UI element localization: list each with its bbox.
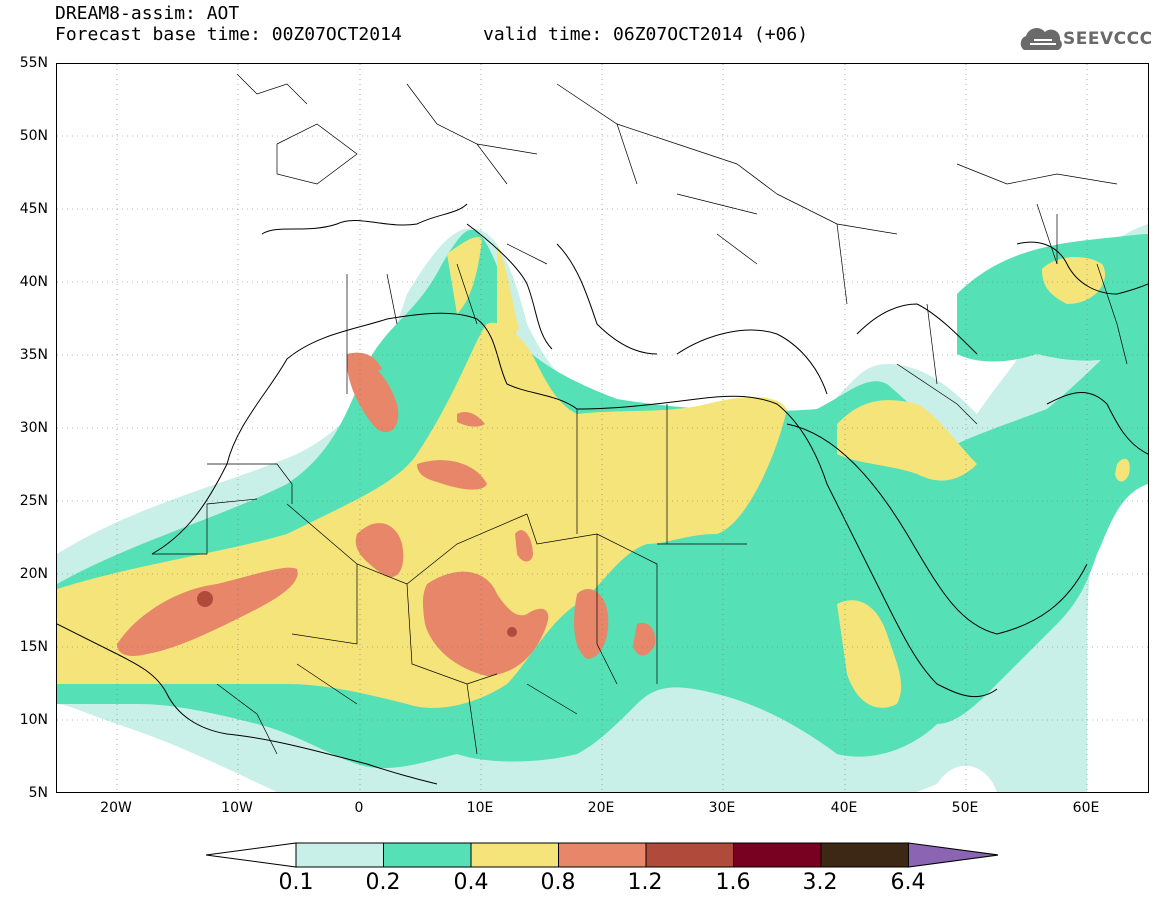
lat-label: 50N <box>19 128 48 144</box>
coastlines <box>57 203 1148 785</box>
colorbar-label: 0.2 <box>365 870 401 895</box>
lat-label: 5N <box>28 785 48 801</box>
country-borders <box>152 73 1128 755</box>
colorbar-segment <box>733 842 822 868</box>
lon-label: 40E <box>830 800 858 816</box>
map-panel[interactable] <box>56 63 1149 793</box>
lon-label: 0 <box>354 800 364 816</box>
colorbar-label: 0.8 <box>540 870 576 895</box>
colorbar-over-triangle <box>908 842 998 868</box>
lat-label: 10N <box>19 712 48 728</box>
colorbar-label: 0.4 <box>453 870 489 895</box>
colorbar-segment <box>558 842 647 868</box>
colorbar-segment <box>295 842 384 868</box>
colorbar <box>206 842 998 868</box>
lat-label: 30N <box>19 420 48 436</box>
aot-band-1.2 <box>197 591 517 637</box>
colorbar-label: 1.6 <box>715 870 751 895</box>
colorbar-label: 6.4 <box>890 870 926 895</box>
colorbar-label: 0.1 <box>278 870 314 895</box>
lat-label: 35N <box>19 347 48 363</box>
lat-label: 40N <box>19 274 48 290</box>
lon-label: 10E <box>466 800 494 816</box>
lat-label: 45N <box>19 201 48 217</box>
lon-label: 30E <box>708 800 736 816</box>
forecast-base-time: Forecast base time: 00Z07OCT2014 <box>55 24 402 45</box>
lon-label: 10W <box>221 800 253 816</box>
lon-label: 20E <box>587 800 615 816</box>
lon-label: 50E <box>951 800 979 816</box>
valid-time: valid time: 06Z07OCT2014 (+06) <box>483 24 809 45</box>
colorbar-label: 3.2 <box>802 870 838 895</box>
map-title: DREAM8-assim: AOT <box>55 3 240 24</box>
colorbar-segment <box>820 842 909 868</box>
colorbar-label: 1.2 <box>627 870 663 895</box>
lat-label: 25N <box>19 493 48 509</box>
lon-label: 60E <box>1072 800 1100 816</box>
colorbar-under-triangle <box>206 842 297 868</box>
logo-text: SEEVCCC <box>1063 29 1153 49</box>
colorbar-segment <box>383 842 472 868</box>
lat-label: 55N <box>19 55 48 71</box>
lat-label: 20N <box>19 566 48 582</box>
cloud-icon <box>1020 28 1062 50</box>
colorbar-segment <box>470 842 559 868</box>
colorbar-segment <box>645 842 734 868</box>
lon-label: 20W <box>100 800 132 816</box>
lat-label: 15N <box>19 639 48 655</box>
graticule <box>57 64 1148 792</box>
aot-map <box>57 64 1148 792</box>
